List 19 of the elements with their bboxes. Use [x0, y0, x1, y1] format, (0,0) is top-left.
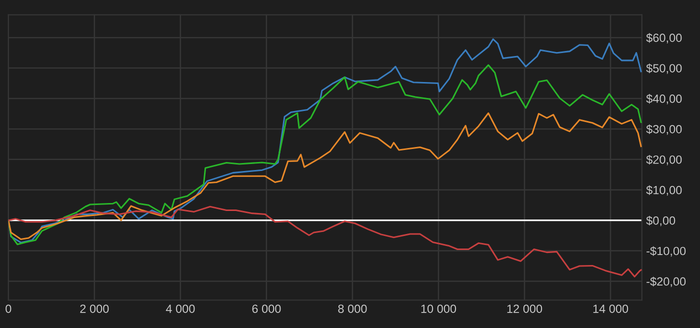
x-tick-label: 12 000 [507, 304, 542, 313]
y-tick-label: -$20,00 [646, 276, 686, 288]
y-tick-label: -$10,00 [646, 246, 686, 257]
x-tick-label: 4 000 [166, 304, 195, 313]
line-series [8, 112, 642, 240]
x-tick-label: 2 000 [80, 304, 109, 313]
line-series [8, 206, 642, 278]
x-tick-label: 6 000 [252, 304, 281, 313]
x-tick-label: 8 000 [338, 304, 367, 313]
y-tick-label: $0,00 [646, 216, 676, 226]
x-tick-label: 0 [6, 304, 12, 313]
y-tick-label: $20,00 [646, 154, 682, 166]
y-tick-label: $40,00 [646, 94, 682, 104]
x-tick-label: 14 000 [593, 304, 628, 313]
y-tick-label: $30,00 [646, 124, 682, 135]
x-tick-label: 10 000 [421, 304, 456, 313]
y-tick-label: $60,00 [646, 33, 682, 44]
y-tick-label: $10,00 [646, 185, 682, 196]
y-tick-label: $50,00 [646, 64, 682, 74]
